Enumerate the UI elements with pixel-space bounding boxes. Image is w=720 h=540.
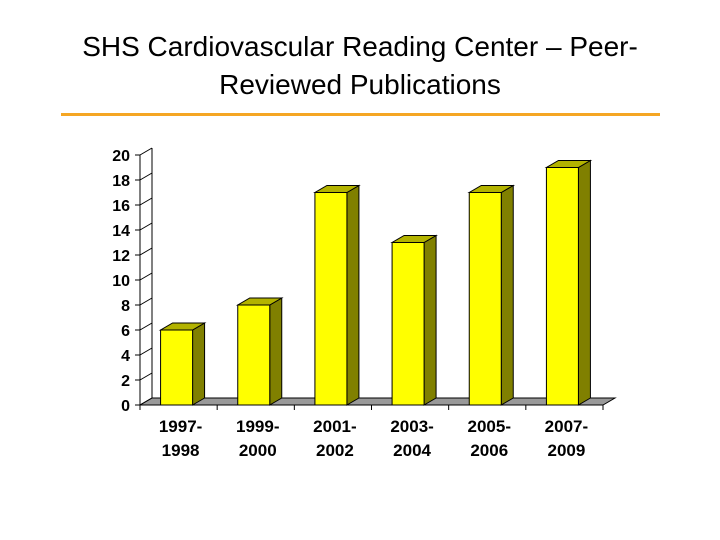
slide-title-line-2: Reviewed Publications — [219, 69, 501, 100]
bar-front — [391, 242, 425, 406]
bar — [158, 322, 207, 406]
y-tick-label: 2 — [121, 373, 130, 390]
y-tick-depth — [139, 347, 153, 356]
x-category-label: 2005-2006 — [468, 417, 511, 460]
bar-side — [423, 234, 437, 406]
y-tick-depth — [139, 147, 153, 156]
bar-side — [346, 184, 360, 406]
bar — [544, 159, 593, 406]
chart-floor — [138, 397, 617, 406]
y-tick-depth — [139, 197, 153, 206]
bar-side — [269, 297, 283, 406]
bar-front — [314, 192, 348, 406]
x-category-label: 1997-1998 — [159, 417, 202, 460]
bar-front — [237, 304, 271, 406]
y-tick-depth — [139, 272, 153, 281]
bar-front — [160, 329, 194, 406]
y-tick-label: 10 — [112, 273, 130, 290]
bar — [313, 184, 361, 406]
y-tick-label: 16 — [112, 198, 130, 215]
y-tick-depth — [139, 222, 153, 231]
y-tick-depth — [139, 247, 153, 256]
slide-title: SHS Cardiovascular Reading Center – Peer… — [20, 28, 700, 104]
y-tick-depth — [139, 372, 153, 381]
y-tick-labels: 0 2 4 6 8 10 12 14 16 18 20 — [112, 147, 153, 415]
x-category-label: 2001-2002 — [313, 417, 356, 460]
y-tick-label: 0 — [121, 398, 130, 415]
bar-front — [545, 167, 579, 406]
x-category-label: 2007-2009 — [545, 417, 588, 460]
y-tick-label: 18 — [112, 173, 130, 190]
y-tick-label: 14 — [112, 223, 130, 240]
slide-title-line-1: SHS Cardiovascular Reading Center – Peer… — [82, 31, 638, 62]
bar — [390, 234, 438, 406]
y-tick-label: 6 — [121, 323, 130, 340]
bar-front — [468, 192, 502, 406]
y-tick-depth — [139, 297, 153, 306]
y-tick-label: 8 — [121, 298, 130, 315]
bar — [467, 184, 516, 406]
x-category-label: 1999-2000 — [236, 417, 279, 460]
bar-side — [500, 184, 514, 406]
y-tick-label: 12 — [112, 248, 130, 265]
y-tick-label: 4 — [121, 348, 130, 365]
x-category-labels: 1997-1998 1999-2000 2001-2002 2003-2004 2005… — [159, 417, 588, 460]
y-tick-depth — [139, 397, 153, 406]
x-category-label: 2003-2004 — [390, 417, 433, 460]
y-tick-depth — [139, 322, 153, 331]
title-rule — [61, 113, 660, 116]
floor-plane — [138, 397, 617, 406]
y-tick-label: 20 — [112, 148, 130, 165]
bar-side — [577, 159, 591, 406]
chart-axes — [139, 148, 604, 410]
y-tick-depth — [139, 172, 153, 181]
bar-side — [192, 322, 206, 406]
chart-bars — [158, 159, 593, 406]
bar — [235, 297, 284, 406]
